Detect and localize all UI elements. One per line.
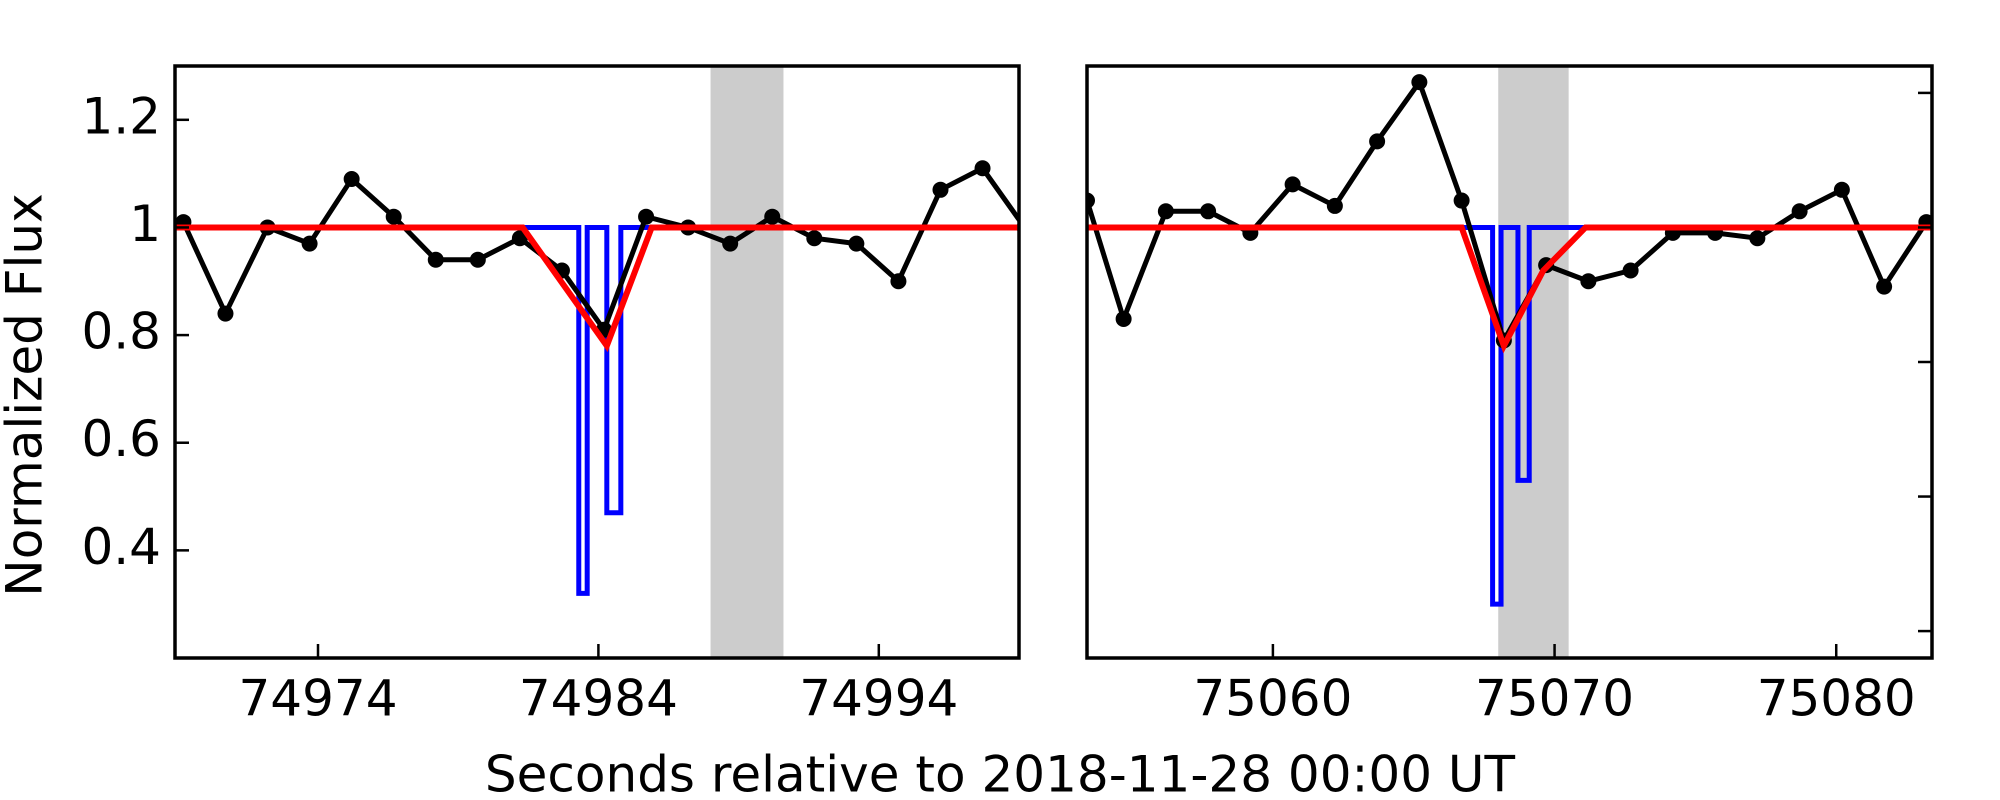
data-point (890, 273, 907, 290)
y-tick-label: 1 (129, 195, 161, 253)
series-line (175, 224, 1019, 596)
data-point (848, 235, 865, 252)
data-point (1833, 181, 1850, 198)
data-point (1622, 262, 1639, 279)
x-tick-label: 75060 (1193, 670, 1352, 728)
axes-frame (173, 64, 1021, 660)
x-tick-label: 74994 (799, 670, 958, 728)
data-point (469, 251, 486, 268)
series-line (175, 224, 1019, 353)
data-point (1369, 133, 1386, 150)
data-point (1200, 203, 1217, 220)
data-point (343, 171, 360, 188)
data-point (1876, 278, 1893, 295)
data-point (1791, 203, 1808, 220)
data-point (638, 208, 655, 225)
data-point (1157, 203, 1174, 220)
y-tick-label: 0.6 (81, 410, 161, 468)
y-tick-label: 0.4 (81, 518, 161, 576)
data-point (932, 181, 949, 198)
data-point (806, 230, 823, 247)
shaded-region (1498, 66, 1569, 658)
x-tick-label: 75070 (1475, 670, 1634, 728)
data-point (1749, 230, 1766, 247)
data-point (722, 235, 739, 252)
shaded-region (710, 66, 784, 658)
data-point (1453, 192, 1470, 209)
x-axis-label: Seconds relative to 2018-11-28 00:00 UT (485, 746, 1516, 800)
x-tick-label: 74984 (519, 670, 678, 728)
x-tick-label: 75080 (1757, 670, 1916, 728)
data-point (427, 251, 444, 268)
data-point (217, 305, 234, 322)
data-point (301, 235, 318, 252)
y-tick-label: 0.8 (81, 303, 161, 361)
data-point (385, 208, 402, 225)
y-tick-label: 1.2 (81, 87, 161, 145)
data-point (1115, 310, 1132, 327)
plot-area (175, 66, 1019, 658)
y-axis-label: Normalized Flux (0, 193, 54, 596)
data-point (1326, 197, 1343, 214)
data-point (1411, 74, 1428, 91)
data-point (974, 160, 991, 177)
data-point (1087, 192, 1095, 209)
series-line (1087, 224, 1932, 354)
data-point (764, 208, 781, 225)
plot-area (1087, 66, 1932, 658)
data-point (1580, 273, 1597, 290)
x-tick-label: 74974 (238, 670, 397, 728)
data-point (1284, 176, 1301, 193)
series-line (1087, 224, 1932, 607)
